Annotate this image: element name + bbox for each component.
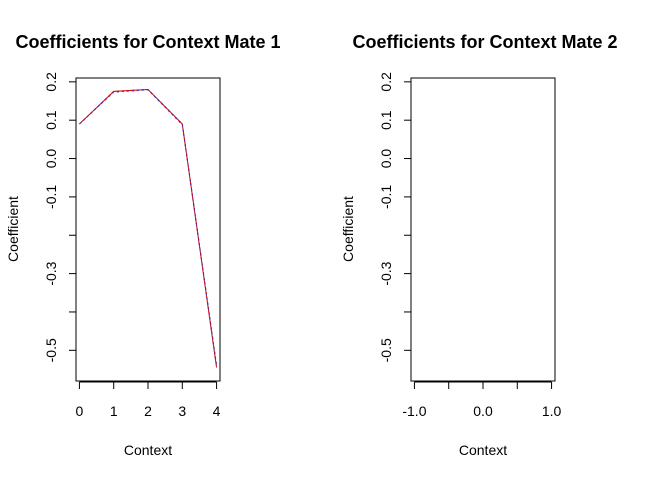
y-tick-label: 0.1 <box>43 110 59 130</box>
y-tick-label: -0.3 <box>378 261 394 285</box>
series-line-2 <box>79 88 218 368</box>
series-line-3 <box>79 89 218 366</box>
y-tick-label: -0.5 <box>378 338 394 362</box>
y-tick-label: -0.3 <box>43 261 59 285</box>
x-tick-label: -1.0 <box>402 403 426 419</box>
chart-title-1: Coefficients for Context Mate 1 <box>15 32 280 52</box>
y-tick-label: -0.5 <box>43 338 59 362</box>
x-tick-label: 1.0 <box>542 403 562 419</box>
y-tick-label: 0.0 <box>378 149 394 169</box>
y-tick-label: 0.0 <box>43 149 59 169</box>
x-tick-label: 4 <box>213 403 221 419</box>
x-tick-label: 3 <box>178 403 186 419</box>
x-axis-label-2: Context <box>459 442 507 458</box>
y-tick-label: -0.1 <box>43 185 59 209</box>
y-axis-label-2: Coefficient <box>340 196 356 262</box>
plot-frame-1 <box>75 77 221 382</box>
y-axis-label-1: Coefficient <box>5 196 21 262</box>
series-line-1 <box>79 88 218 366</box>
plot-frame-2 <box>410 77 556 382</box>
chart-title-2: Coefficients for Context Mate 2 <box>352 32 617 52</box>
y-tick-label: 0.1 <box>378 110 394 130</box>
x-axis-label-1: Context <box>124 442 172 458</box>
y-tick-label: 0.2 <box>43 72 59 92</box>
y-tick-label: 0.2 <box>378 72 394 92</box>
y-tick-label: -0.1 <box>378 185 394 209</box>
x-tick-label: 0.0 <box>473 403 493 419</box>
x-tick-label: 0 <box>76 403 84 419</box>
x-tick-label: 1 <box>110 403 118 419</box>
x-tick-label: 2 <box>144 403 152 419</box>
